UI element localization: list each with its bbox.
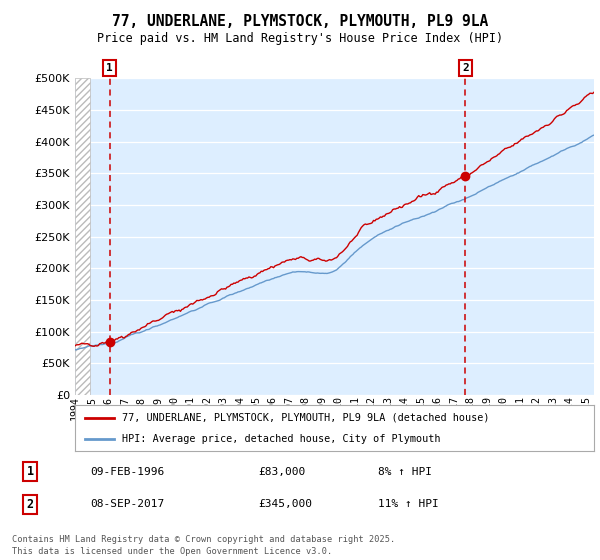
- Text: £83,000: £83,000: [258, 466, 305, 477]
- Text: Contains HM Land Registry data © Crown copyright and database right 2025.: Contains HM Land Registry data © Crown c…: [12, 535, 395, 544]
- Text: 11% ↑ HPI: 11% ↑ HPI: [378, 500, 439, 510]
- Text: 2: 2: [26, 498, 34, 511]
- Text: HPI: Average price, detached house, City of Plymouth: HPI: Average price, detached house, City…: [122, 435, 440, 444]
- Text: 08-SEP-2017: 08-SEP-2017: [90, 500, 164, 510]
- Text: 77, UNDERLANE, PLYMSTOCK, PLYMOUTH, PL9 9LA (detached house): 77, UNDERLANE, PLYMSTOCK, PLYMOUTH, PL9 …: [122, 413, 489, 423]
- Text: 8% ↑ HPI: 8% ↑ HPI: [378, 466, 432, 477]
- Text: Price paid vs. HM Land Registry's House Price Index (HPI): Price paid vs. HM Land Registry's House …: [97, 32, 503, 45]
- Text: 1: 1: [26, 465, 34, 478]
- Text: £345,000: £345,000: [258, 500, 312, 510]
- Bar: [75, 78, 90, 395]
- Text: This data is licensed under the Open Government Licence v3.0.: This data is licensed under the Open Gov…: [12, 547, 332, 556]
- Text: 1: 1: [106, 63, 113, 73]
- Text: 2: 2: [462, 63, 469, 73]
- Text: 77, UNDERLANE, PLYMSTOCK, PLYMOUTH, PL9 9LA: 77, UNDERLANE, PLYMSTOCK, PLYMOUTH, PL9 …: [112, 14, 488, 29]
- Text: 09-FEB-1996: 09-FEB-1996: [90, 466, 164, 477]
